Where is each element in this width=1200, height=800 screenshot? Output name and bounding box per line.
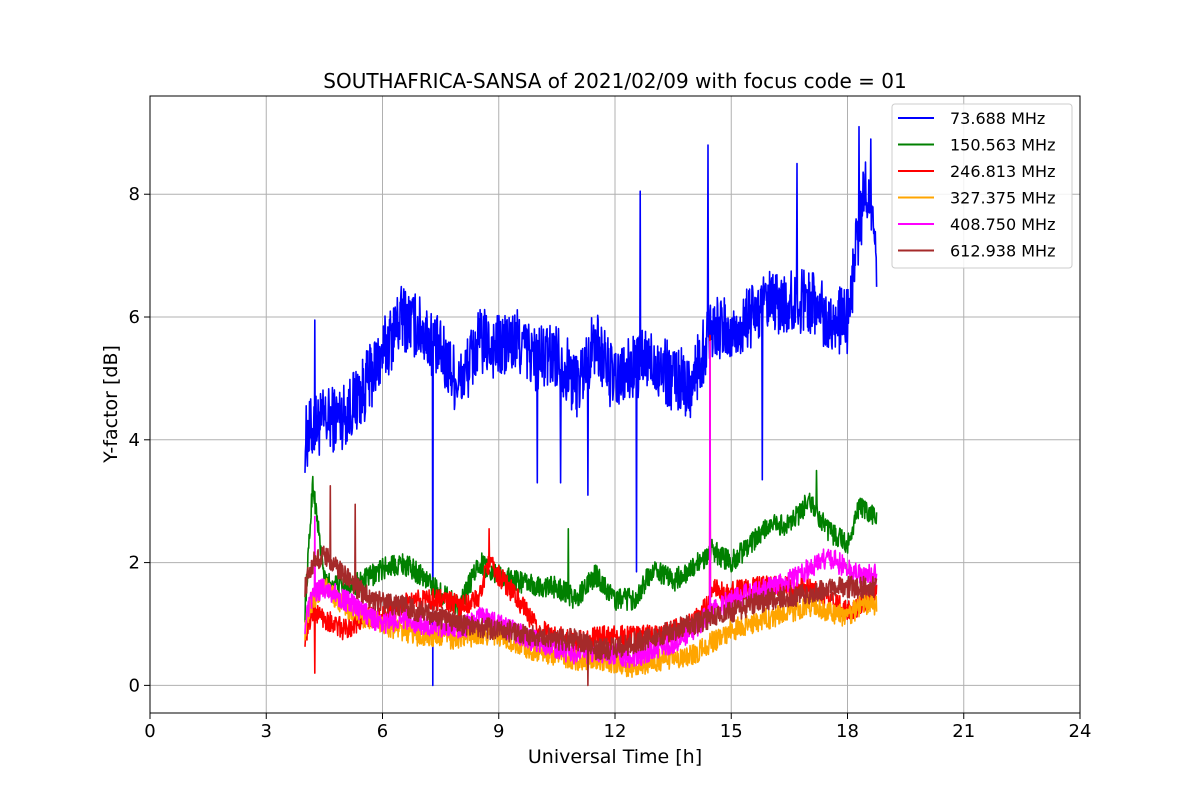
legend-label: 246.813 MHz (950, 162, 1055, 181)
x-tick-label: 9 (493, 721, 504, 742)
legend-label: 327.375 MHz (950, 189, 1055, 208)
series-line (304, 484, 878, 687)
x-tick-label: 6 (377, 721, 388, 742)
y-axis-label: Y-factor [dB] (100, 345, 122, 464)
x-tick-label: 24 (1069, 721, 1092, 742)
x-axis-label: Universal Time [h] (528, 746, 702, 768)
y-tick-label: 4 (129, 430, 140, 451)
y-tick-label: 2 (129, 553, 140, 574)
chart-title: SOUTHAFRICA-SANSA of 2021/02/09 with foc… (323, 69, 907, 93)
legend-label: 150.563 MHz (950, 136, 1055, 155)
x-tick-label: 15 (720, 721, 743, 742)
x-tick-label: 18 (836, 721, 859, 742)
legend: 73.688 MHz 150.563 MHz 246.813 MHz 327.375 … (891, 103, 1073, 269)
series-line (304, 340, 878, 669)
legend-box (891, 103, 1073, 269)
x-tick-label: 12 (604, 721, 627, 742)
y-tick-label: 0 (129, 675, 140, 696)
y-tick-label: 8 (129, 184, 140, 205)
legend-label: 73.688 MHz (950, 109, 1045, 128)
x-tick-label: 3 (261, 721, 272, 742)
legend-label: 408.750 MHz (950, 215, 1055, 234)
series-lines (304, 125, 878, 687)
series-line (304, 125, 878, 687)
y-tick-label: 6 (129, 307, 140, 328)
legend-label: 612.938 MHz (950, 242, 1055, 261)
series-line (304, 469, 878, 623)
x-tick-label: 21 (952, 721, 975, 742)
x-tick-label: 0 (144, 721, 155, 742)
